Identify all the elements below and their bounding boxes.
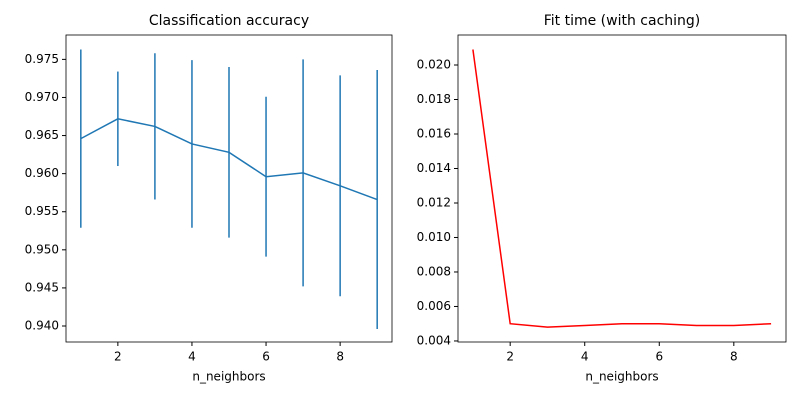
y-tick-label: 0.975 <box>25 52 59 66</box>
chart-title: Fit time (with caching) <box>544 13 701 29</box>
data-line <box>472 49 772 328</box>
y-tick-label: 0.955 <box>25 204 59 218</box>
chart-title: Classification accuracy <box>149 13 309 29</box>
y-tick-label: 0.950 <box>25 242 59 256</box>
x-axis-label: n_neighbors <box>192 370 265 384</box>
y-tick-label: 0.010 <box>417 230 451 244</box>
y-tick-label: 0.020 <box>417 58 451 72</box>
x-tick-label: 8 <box>730 350 738 364</box>
y-tick-label: 0.940 <box>25 319 59 333</box>
y-tick-label: 0.014 <box>417 161 451 175</box>
y-tick-label: 0.965 <box>25 128 59 142</box>
y-tick-label: 0.008 <box>417 264 451 278</box>
x-tick-label: 4 <box>581 350 589 364</box>
y-tick-label: 0.018 <box>417 92 451 106</box>
x-tick-label: 6 <box>262 350 270 364</box>
axes-frame <box>457 34 787 343</box>
x-tick-label: 8 <box>336 350 344 364</box>
x-axis-label: n_neighbors <box>585 370 658 384</box>
y-tick-label: 0.006 <box>417 299 451 313</box>
y-tick-label: 0.012 <box>417 195 451 209</box>
x-tick-label: 6 <box>655 350 663 364</box>
x-tick-label: 2 <box>506 350 514 364</box>
x-tick-label: 4 <box>188 350 196 364</box>
y-tick-label: 0.945 <box>25 280 59 294</box>
y-tick-label: 0.970 <box>25 90 59 104</box>
y-tick-label: 0.004 <box>417 333 451 347</box>
x-tick-label: 2 <box>114 350 122 364</box>
axes-frame <box>65 34 393 343</box>
y-tick-label: 0.960 <box>25 166 59 180</box>
y-tick-label: 0.016 <box>417 126 451 140</box>
